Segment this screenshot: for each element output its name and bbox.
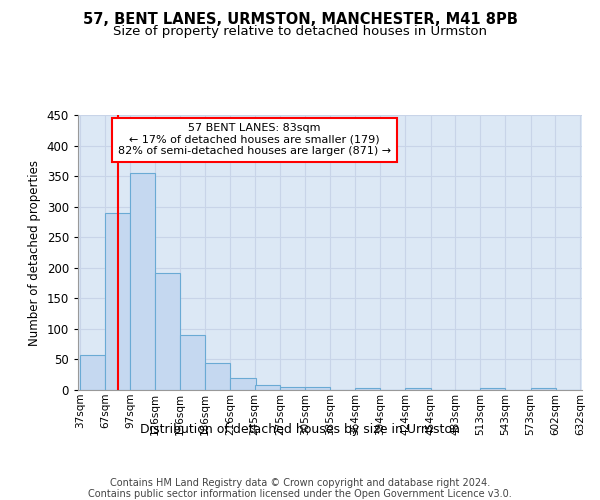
Bar <box>155 272 180 390</box>
Bar <box>105 213 130 390</box>
Bar <box>80 354 105 390</box>
Bar <box>305 387 331 390</box>
Text: 57 BENT LANES: 83sqm
← 17% of detached houses are smaller (179)
82% of semi-deta: 57 BENT LANES: 83sqm ← 17% of detached h… <box>118 123 391 156</box>
Bar <box>254 384 280 390</box>
Bar <box>355 388 380 390</box>
Bar <box>205 362 230 390</box>
Text: Contains public sector information licensed under the Open Government Licence v3: Contains public sector information licen… <box>88 489 512 499</box>
Text: Distribution of detached houses by size in Urmston: Distribution of detached houses by size … <box>140 422 460 436</box>
Bar <box>480 388 505 390</box>
Bar <box>180 335 205 390</box>
Y-axis label: Number of detached properties: Number of detached properties <box>28 160 41 346</box>
Bar <box>406 388 431 390</box>
Bar <box>280 387 305 390</box>
Bar <box>530 388 556 390</box>
Bar <box>130 173 155 390</box>
Text: Size of property relative to detached houses in Urmston: Size of property relative to detached ho… <box>113 25 487 38</box>
Text: Contains HM Land Registry data © Crown copyright and database right 2024.: Contains HM Land Registry data © Crown c… <box>110 478 490 488</box>
Text: 57, BENT LANES, URMSTON, MANCHESTER, M41 8PB: 57, BENT LANES, URMSTON, MANCHESTER, M41… <box>83 12 517 28</box>
Bar <box>230 378 256 390</box>
